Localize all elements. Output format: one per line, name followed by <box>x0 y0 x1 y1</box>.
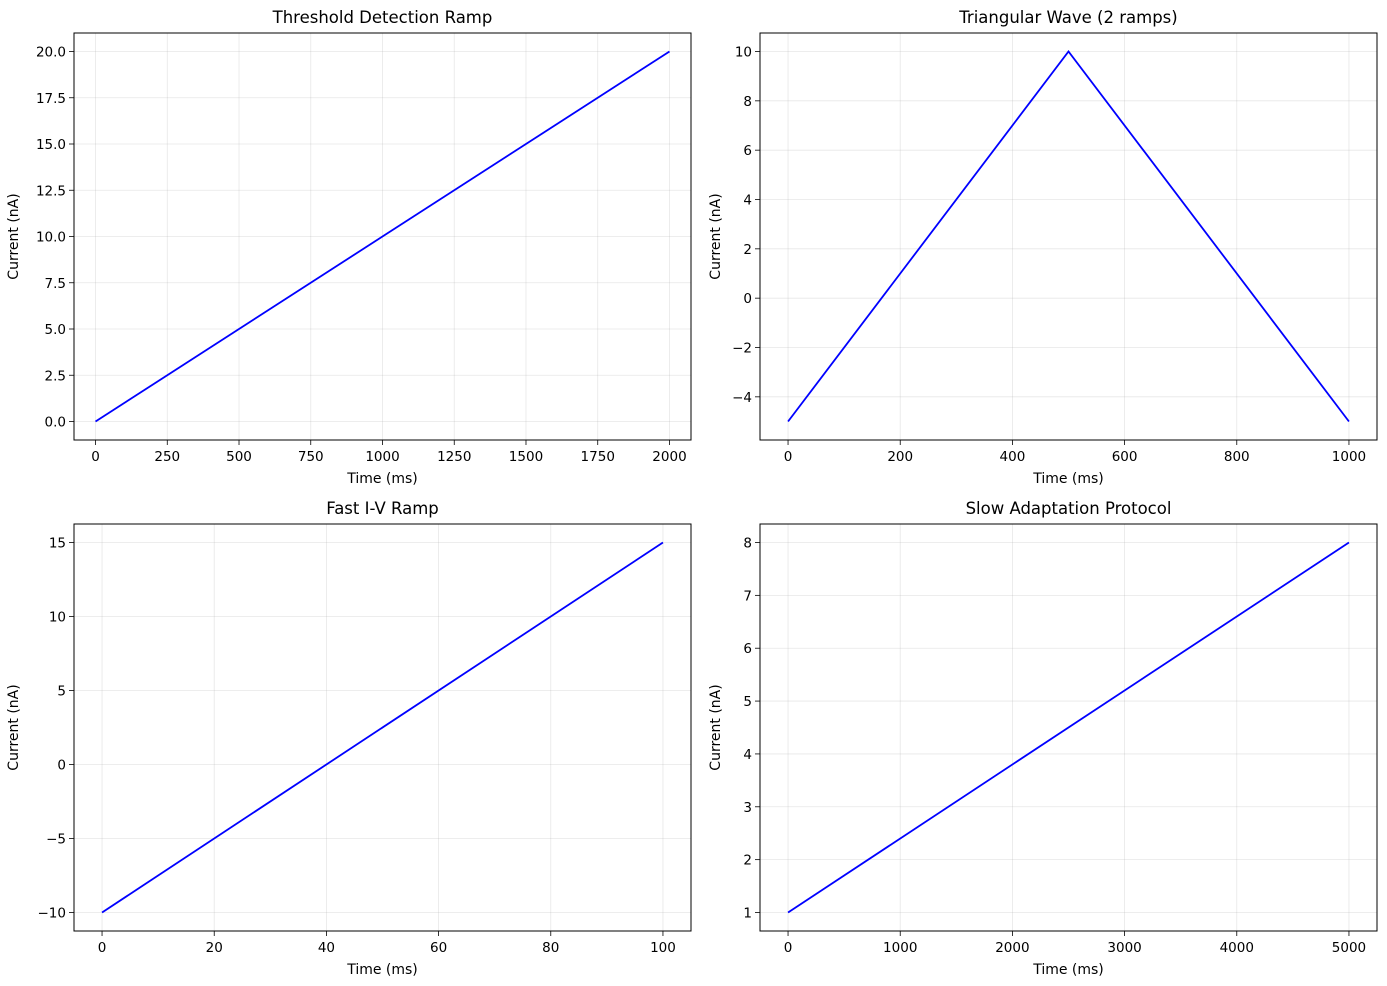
subplot-1: 0 250 500 750 1000 1250 1500 1750 2000 0.0 2.5 5.0 7… <box>6 8 692 487</box>
x-tick-label: 500 <box>226 449 252 465</box>
y-tick-label: 0 <box>57 758 66 774</box>
y-axis-label: Current (nA) <box>708 684 724 770</box>
y-tick-label: 6 <box>743 641 752 657</box>
y-tick-label: 7 <box>743 588 752 604</box>
y-tick-label: 4 <box>743 747 752 763</box>
y-tick-label: 8 <box>743 94 752 110</box>
x-axis-label: Time (ms) <box>346 962 418 978</box>
x-tick-label: 1000 <box>365 449 399 465</box>
y-axis-label: Current (nA) <box>6 193 22 279</box>
y-tick-label: 10 <box>49 610 66 626</box>
y-tick-label: 5.0 <box>45 322 66 338</box>
x-tick-label: 1500 <box>509 449 543 465</box>
x-tick-label: 40 <box>318 940 335 956</box>
y-tick-label: 2 <box>743 242 752 258</box>
series-line <box>787 50 1350 423</box>
x-tick-label: 0 <box>784 449 793 465</box>
x-tick-label: 1000 <box>883 940 917 956</box>
x-tick-label: 800 <box>1224 449 1250 465</box>
series-line <box>101 541 664 914</box>
x-tick-label: 4000 <box>1220 940 1254 956</box>
chart-title: Fast I-V Ramp <box>326 499 439 518</box>
x-tick-label: 0 <box>784 940 793 956</box>
x-tick-label: 80 <box>542 940 559 956</box>
x-tick-label: 750 <box>298 449 324 465</box>
y-tick-label: 17.5 <box>36 91 66 107</box>
y-tick-label: 6 <box>743 143 752 159</box>
y-tick-label: 7.5 <box>45 276 66 292</box>
x-tick-label: 600 <box>1112 449 1138 465</box>
chart-title: Slow Adaptation Protocol <box>966 499 1172 518</box>
x-axis-label: Time (ms) <box>1032 962 1104 978</box>
y-axis-label: Current (nA) <box>708 193 724 279</box>
y-tick-label: −10 <box>38 906 67 922</box>
y-tick-label: 4 <box>743 193 752 209</box>
y-tick-label: 10 <box>735 45 752 61</box>
y-tick-label: −4 <box>732 390 752 406</box>
x-tick-label: 2000 <box>652 449 686 465</box>
y-tick-label: 0.0 <box>45 415 66 431</box>
subplot-4: 0 1000 2000 3000 4000 5000 1 2 3 4 5 6 7 8 Slow Adapta… <box>708 499 1378 978</box>
y-tick-label: 2 <box>743 853 752 869</box>
axes-frame <box>759 32 1378 441</box>
y-tick-label: −2 <box>732 341 752 357</box>
y-tick-label: 2.5 <box>45 368 66 384</box>
y-tick-label: 0 <box>743 291 752 307</box>
x-tick-label: 200 <box>887 449 913 465</box>
x-tick-label: 1250 <box>437 449 471 465</box>
y-tick-label: 3 <box>743 800 752 816</box>
y-tick-label: 5 <box>743 694 752 710</box>
x-tick-label: 1750 <box>581 449 615 465</box>
chart-title: Triangular Wave (2 ramps) <box>958 8 1177 27</box>
x-tick-label: 400 <box>1000 449 1026 465</box>
x-tick-label: 1000 <box>1332 449 1366 465</box>
y-tick-label: 20.0 <box>36 45 66 61</box>
x-tick-label: 2000 <box>995 940 1029 956</box>
axes-frame <box>73 523 692 932</box>
x-axis-label: Time (ms) <box>346 471 418 487</box>
x-tick-label: 3000 <box>1107 940 1141 956</box>
x-tick-label: 0 <box>91 449 100 465</box>
chart-title: Threshold Detection Ramp <box>272 8 493 27</box>
subplot-2: 0 200 400 600 800 1000 −4 −2 0 2 4 6 8 10 Triangular W… <box>708 8 1378 487</box>
series-line <box>787 541 1350 914</box>
subplot-3: 0 20 40 60 80 100 −10 −5 0 5 10 15 Fast I-V Ramp Time… <box>6 499 692 978</box>
x-tick-label: 0 <box>98 940 107 956</box>
x-axis-label: Time (ms) <box>1032 471 1104 487</box>
x-tick-label: 100 <box>650 940 676 956</box>
y-tick-label: −5 <box>46 832 66 848</box>
series-line <box>95 50 670 423</box>
y-tick-label: 1 <box>743 906 752 922</box>
y-tick-label: 10.0 <box>36 230 66 246</box>
axes-frame <box>759 523 1378 932</box>
y-axis-label: Current (nA) <box>6 684 22 770</box>
y-tick-label: 15 <box>49 536 66 552</box>
x-tick-label: 5000 <box>1332 940 1366 956</box>
y-tick-label: 8 <box>743 536 752 552</box>
x-tick-label: 250 <box>154 449 180 465</box>
y-tick-label: 12.5 <box>36 183 66 199</box>
x-tick-label: 20 <box>206 940 223 956</box>
y-tick-label: 5 <box>57 684 66 700</box>
y-tick-label: 15.0 <box>36 137 66 153</box>
x-tick-label: 60 <box>430 940 447 956</box>
